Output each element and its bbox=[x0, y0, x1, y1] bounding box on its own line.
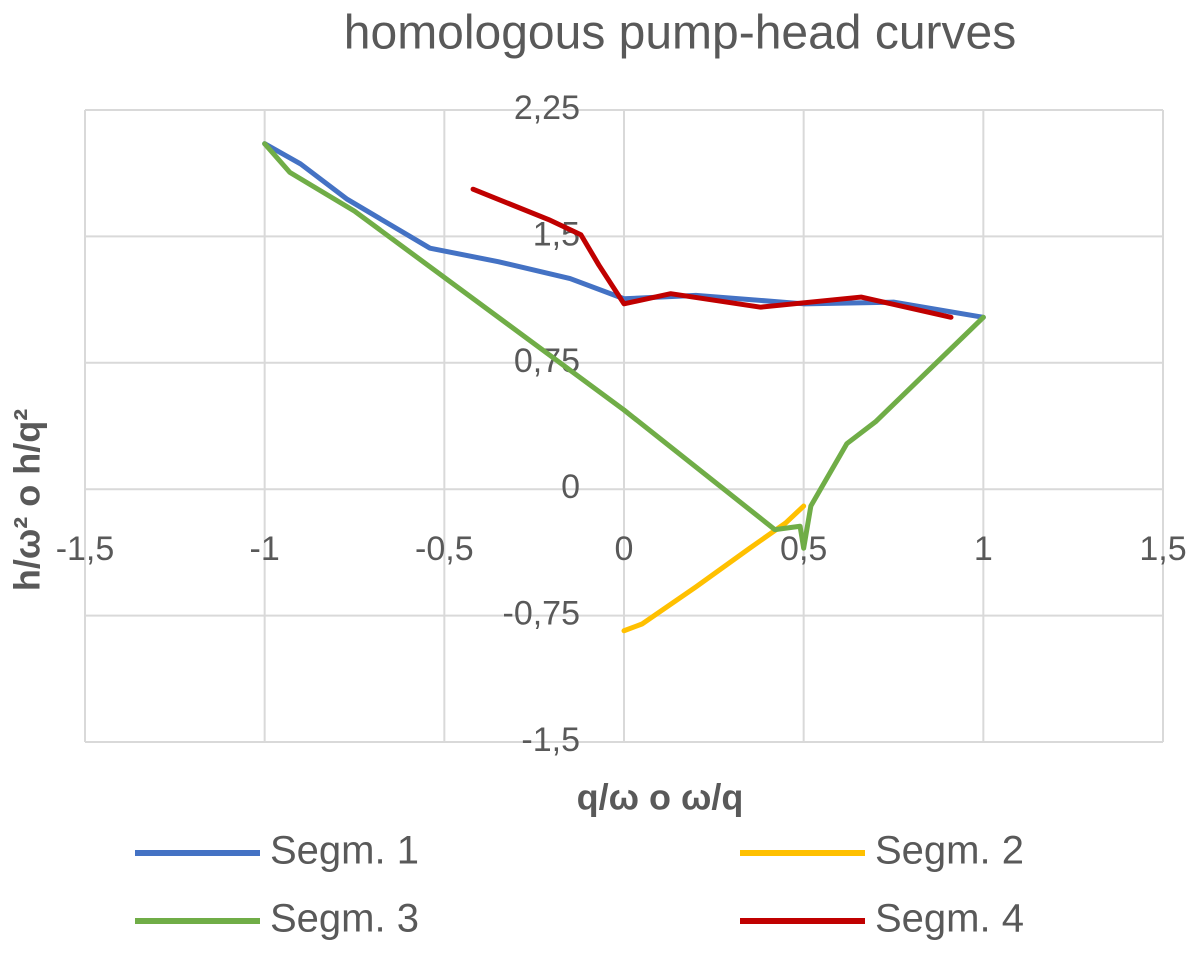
y-tick-label: 0 bbox=[561, 468, 580, 506]
chart-title: homologous pump-head curves bbox=[344, 7, 1016, 60]
y-tick-label: 2,25 bbox=[514, 89, 580, 127]
y-tick-label: -0,75 bbox=[503, 595, 581, 633]
y-axis-title: h/ω² o h/q² bbox=[7, 409, 48, 591]
series-line bbox=[262, 141, 986, 551]
legend-label: Segm. 2 bbox=[875, 829, 1024, 873]
series-line bbox=[621, 503, 807, 634]
series-line bbox=[262, 141, 986, 320]
x-tick-label: 0 bbox=[615, 530, 634, 568]
y-tick-label: 0,75 bbox=[514, 342, 580, 380]
x-tick-label: 1,5 bbox=[1139, 530, 1186, 568]
x-axis-title: q/ω o ω/q bbox=[577, 777, 744, 818]
x-tick-label: -0,5 bbox=[415, 530, 474, 568]
series-line bbox=[470, 186, 954, 320]
legend-label: Segm. 1 bbox=[270, 829, 419, 873]
x-tick-label: -1 bbox=[250, 530, 280, 568]
y-tick-label: -1,5 bbox=[521, 721, 580, 759]
legend-label: Segm. 3 bbox=[270, 897, 419, 941]
x-tick-label: 1 bbox=[974, 530, 993, 568]
legend-label: Segm. 4 bbox=[875, 897, 1024, 941]
x-tick-label: -1,5 bbox=[56, 530, 115, 568]
